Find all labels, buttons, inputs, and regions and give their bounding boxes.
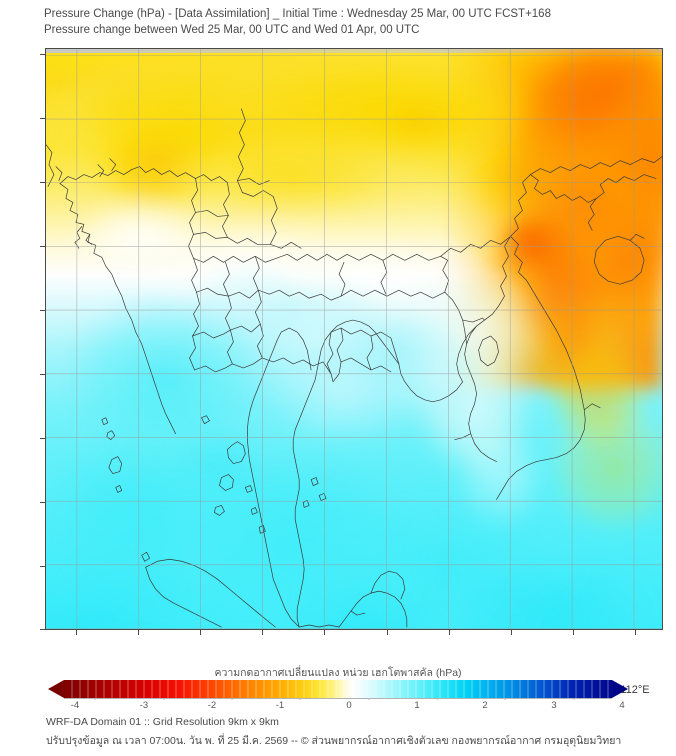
colorbar-tick-2: 2 xyxy=(482,700,488,711)
lon-label-112e: 112°E xyxy=(620,684,650,696)
footer-domain-info: WRF-DA Domain 01 :: Grid Resolution 9km … xyxy=(46,716,279,728)
lon-tick xyxy=(200,630,201,635)
colorbar-tick-minus3: -3 xyxy=(139,700,149,711)
coastline-and-province-borders xyxy=(46,108,662,628)
lon-tick xyxy=(324,630,325,635)
colorbar-title: ความกดอากาศเปลี่ยนแปลง หน่วย เฮกโตพาสคัล… xyxy=(214,667,462,679)
lat-tick xyxy=(40,438,45,439)
colorbar-tick-3: 3 xyxy=(551,700,557,711)
lon-tick xyxy=(387,630,388,635)
lon-tick xyxy=(138,630,139,635)
footer-credit: ปรับปรุงข้อมูล ณ เวลา 07:00น. วัน พ. ที่… xyxy=(46,735,622,747)
map-container: 22°N 20°N 18°N 16°N 14°N 12°N 10°N 8°N 6… xyxy=(40,48,663,696)
colorbar-tick-minus4: -4 xyxy=(70,700,80,711)
lat-tick xyxy=(40,629,45,630)
lon-tick xyxy=(635,630,636,635)
lon-tick xyxy=(76,630,77,635)
lat-tick xyxy=(40,182,45,183)
lat-tick xyxy=(40,310,45,311)
colorbar-tick-4: 4 xyxy=(619,700,625,711)
lon-tick xyxy=(573,630,574,635)
page-subtitle: Pressure change between Wed 25 Mar, 00 U… xyxy=(44,24,420,36)
lat-tick xyxy=(40,566,45,567)
chart-title-block: Pressure Change (hPa) - [Data Assimilati… xyxy=(44,6,668,38)
page-title: Pressure Change (hPa) - [Data Assimilati… xyxy=(44,8,551,20)
lat-tick xyxy=(40,118,45,119)
colorbar-tick-minus1: -1 xyxy=(275,700,285,711)
lon-tick xyxy=(262,630,263,635)
lat-tick xyxy=(40,502,45,503)
colorbar-tick-zero: 0 xyxy=(346,700,352,711)
colorbar xyxy=(48,678,628,700)
colorbar-tick-1: 1 xyxy=(414,700,420,711)
lat-tick xyxy=(40,54,45,55)
colorbar-tick-minus2: -2 xyxy=(207,700,217,711)
map-graticule xyxy=(46,49,662,629)
colorbar-gradient xyxy=(48,680,628,700)
lon-tick xyxy=(511,630,512,635)
lat-tick xyxy=(40,374,45,375)
lat-tick xyxy=(40,246,45,247)
map-plot-frame xyxy=(45,48,663,630)
lon-tick xyxy=(449,630,450,635)
